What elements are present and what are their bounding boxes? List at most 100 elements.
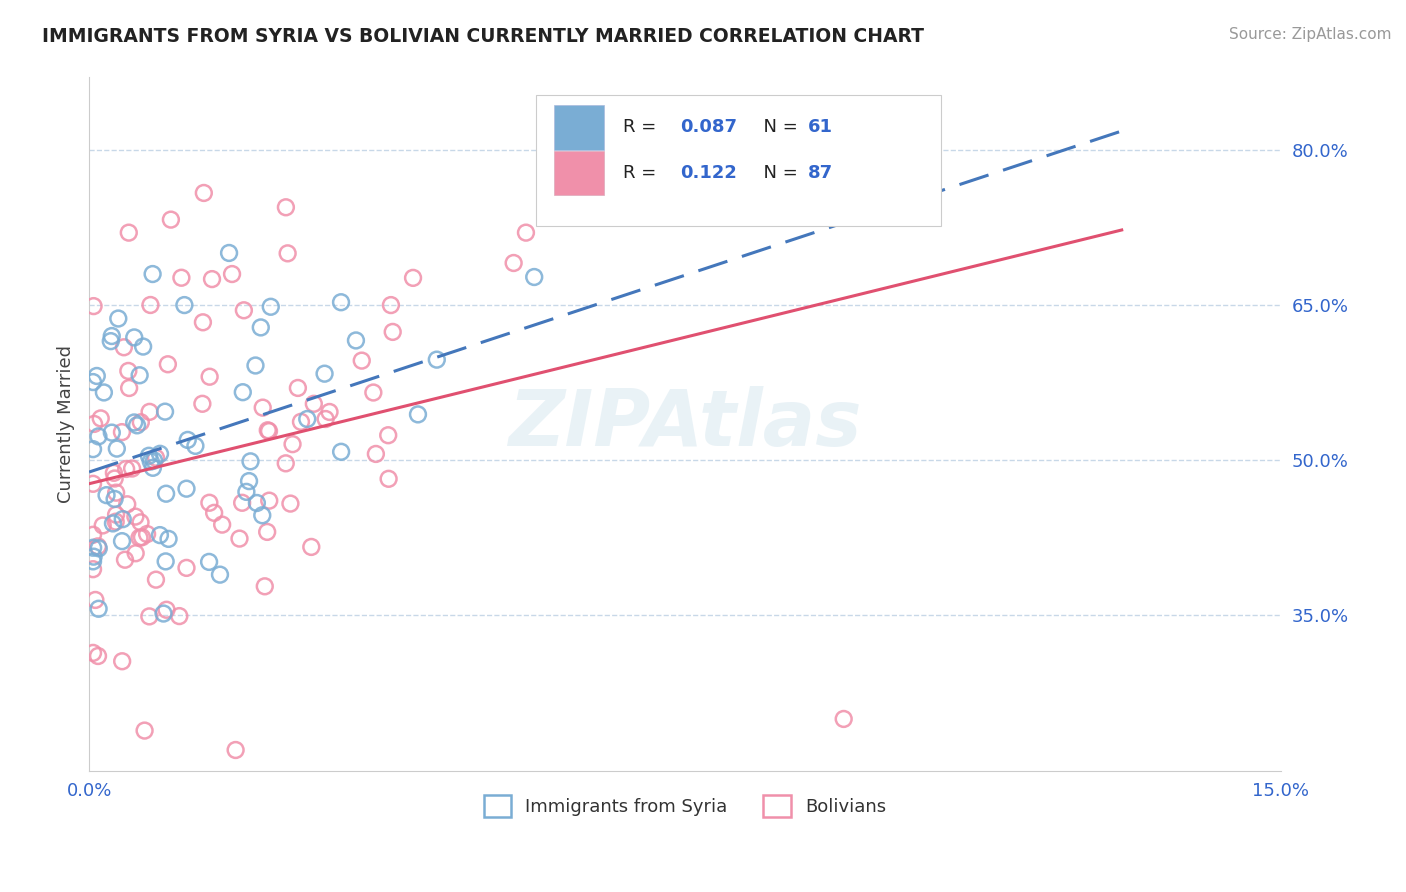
Point — [82, 476, 104, 491]
Point — [145, 450, 167, 465]
Point — [344, 334, 367, 348]
Point — [111, 512, 134, 526]
Point — [380, 298, 402, 312]
Point — [176, 561, 198, 575]
Point — [121, 461, 143, 475]
Point — [124, 546, 146, 560]
Point — [155, 603, 177, 617]
Point — [125, 418, 148, 433]
Point — [82, 442, 104, 457]
Point — [104, 471, 127, 485]
Point — [111, 534, 134, 549]
Point — [86, 368, 108, 383]
Point — [153, 404, 176, 418]
Point — [253, 579, 276, 593]
Point — [105, 508, 128, 522]
Point — [136, 527, 159, 541]
Point — [502, 256, 524, 270]
Point — [191, 397, 214, 411]
Point — [105, 485, 128, 500]
Text: R =: R = — [623, 164, 662, 182]
Point — [124, 509, 146, 524]
Point — [406, 408, 429, 422]
Point — [87, 540, 110, 554]
Point — [82, 562, 104, 576]
Point — [122, 416, 145, 430]
Point — [177, 433, 200, 447]
Point — [377, 472, 399, 486]
Point — [138, 405, 160, 419]
Point — [257, 493, 280, 508]
Point — [515, 226, 537, 240]
Point — [363, 385, 385, 400]
Point — [118, 381, 141, 395]
Point — [143, 453, 166, 467]
Point — [87, 648, 110, 663]
Point — [381, 325, 404, 339]
Point — [274, 456, 297, 470]
Point — [118, 226, 141, 240]
Point — [82, 375, 104, 389]
Point — [111, 654, 134, 668]
Point — [208, 567, 231, 582]
Point — [100, 329, 122, 343]
Point — [114, 553, 136, 567]
Text: ZIPAtlas: ZIPAtlas — [508, 386, 862, 462]
Point — [221, 267, 243, 281]
Point — [225, 743, 247, 757]
Point — [330, 295, 353, 310]
Point — [122, 330, 145, 344]
Point — [201, 272, 224, 286]
Point — [198, 496, 221, 510]
Point — [364, 447, 387, 461]
Point — [176, 482, 198, 496]
Point — [117, 364, 139, 378]
Text: 87: 87 — [807, 164, 832, 182]
Point — [260, 300, 283, 314]
Point — [138, 609, 160, 624]
Text: Source: ZipAtlas.com: Source: ZipAtlas.com — [1229, 27, 1392, 42]
Point — [238, 474, 260, 488]
Point — [232, 303, 254, 318]
Point — [191, 315, 214, 329]
Point — [132, 340, 155, 354]
Point — [139, 454, 162, 468]
Point — [104, 491, 127, 506]
Text: N =: N = — [752, 119, 803, 136]
Point — [198, 555, 221, 569]
Point — [87, 601, 110, 615]
Point — [198, 369, 221, 384]
Point — [152, 607, 174, 621]
Point — [82, 646, 104, 660]
Point — [83, 417, 105, 431]
Point — [104, 515, 127, 529]
FancyBboxPatch shape — [554, 105, 603, 150]
Point — [149, 447, 172, 461]
Point — [134, 723, 156, 738]
Point — [246, 496, 269, 510]
Point — [318, 405, 340, 419]
Point — [157, 532, 180, 546]
Point — [138, 449, 160, 463]
Point — [377, 428, 399, 442]
Point — [290, 415, 312, 429]
Point — [131, 530, 153, 544]
Point — [256, 524, 278, 539]
Point — [101, 425, 124, 440]
Point — [184, 439, 207, 453]
Point — [281, 437, 304, 451]
Point — [173, 298, 195, 312]
Point — [149, 528, 172, 542]
Legend: Immigrants from Syria, Bolivians: Immigrants from Syria, Bolivians — [477, 788, 893, 824]
Point — [90, 411, 112, 425]
Point — [287, 381, 309, 395]
Point — [145, 573, 167, 587]
Point — [83, 549, 105, 564]
Point — [155, 486, 177, 500]
Text: N =: N = — [752, 164, 803, 182]
Text: 0.122: 0.122 — [681, 164, 737, 182]
Point — [112, 340, 135, 354]
Point — [129, 415, 152, 429]
Point — [231, 496, 253, 510]
Point — [402, 271, 425, 285]
